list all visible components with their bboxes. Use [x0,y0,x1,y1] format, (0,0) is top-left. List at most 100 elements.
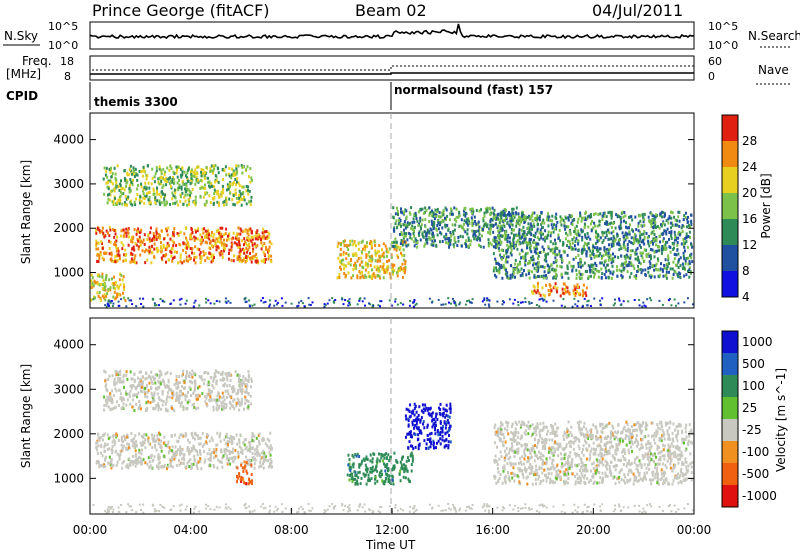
power-cell [396,226,398,230]
velocity-cell [262,466,265,470]
power-cell [171,180,173,184]
power-cell [512,211,515,215]
power-cell [509,216,512,220]
power-cell [357,256,360,260]
velocity-cell [175,382,178,385]
power-cell [194,203,197,207]
power-cell [301,302,304,305]
power-cell [111,200,114,204]
velocity-cell [145,371,148,375]
power-cell [468,222,471,226]
power-cell [347,244,350,248]
power-cell [604,266,607,270]
power-cell [593,255,596,259]
power-cell [400,267,403,271]
power-cell [605,276,607,280]
power-cell [566,244,569,248]
power-cell [647,270,650,274]
power-cell [666,262,669,266]
power-cell [537,222,539,226]
power-cell [610,244,613,248]
power-cell [411,224,414,228]
power-cell [647,239,650,243]
velocity-cell [134,454,137,458]
power-cell [365,253,368,257]
velocity-cell [177,395,180,399]
power-cell [533,273,536,277]
power-cell [402,248,405,252]
velocity-cell [230,450,232,454]
freq-line [90,72,694,75]
power-cell [592,263,595,267]
velocity-cell [125,448,128,452]
velocity-cell [235,465,238,469]
power-cell [373,265,376,269]
power-cell [682,254,685,258]
power-cell [508,236,511,240]
power-cell [374,249,377,253]
power-cell [671,276,674,280]
power-cell [637,268,640,272]
power-cell [678,219,681,223]
power-cell [213,167,216,171]
power-cell [585,242,588,246]
power-cell [138,198,141,202]
power-cell [676,243,679,247]
power-cell [414,237,417,241]
power-cell [179,260,182,264]
power-cell [194,201,197,205]
power-cell [537,274,540,278]
power-cell [441,240,444,243]
power-cell [362,247,364,251]
power-cell [90,279,93,283]
power-cell [241,185,243,189]
power-cell [527,231,530,234]
velocity-cell [110,397,113,401]
noise-right-tick-bottom: 10^0 [708,39,738,52]
velocity-cell [160,449,163,453]
velocity-cell [231,442,233,445]
power-cell [404,226,407,230]
power-cell [576,305,579,308]
power-cell [343,267,346,271]
power-cell [521,232,524,236]
power-cell [651,264,654,267]
power-cell [630,236,633,240]
velocity-cell [139,441,142,445]
power-cell [339,247,342,251]
velocity-cell [103,408,106,412]
power-cell [432,237,435,241]
velocity-cell [134,449,137,453]
velocity-cell [224,372,227,376]
velocity-cell [163,435,166,439]
velocity-cell [169,461,172,465]
power-cell [523,237,526,241]
power-cell [580,228,583,232]
velocity-cell [122,460,125,464]
velocity-cell [179,448,182,452]
power-cell [117,249,120,253]
power-cell [228,248,231,252]
power-ytick-label: 3000 [53,177,84,191]
power-cell [608,255,611,259]
power-cell [489,220,492,224]
power-cell [243,237,246,241]
power-cell [604,253,607,257]
velocity-cell [164,443,167,447]
power-cell [225,203,228,206]
power-cell [116,253,119,257]
power-cell [393,244,396,248]
power-cell [572,289,575,293]
power-cell [629,215,632,219]
velocity-cell [138,400,141,403]
power-cell [620,273,623,277]
velocity-cell [197,397,200,401]
velocity-cell [221,407,224,411]
power-cell [550,223,553,227]
power-cell [598,247,601,251]
power-cell [577,239,580,243]
power-cell [535,262,537,266]
power-cell [607,258,610,262]
power-cell [266,235,269,239]
power-cell [605,215,608,219]
